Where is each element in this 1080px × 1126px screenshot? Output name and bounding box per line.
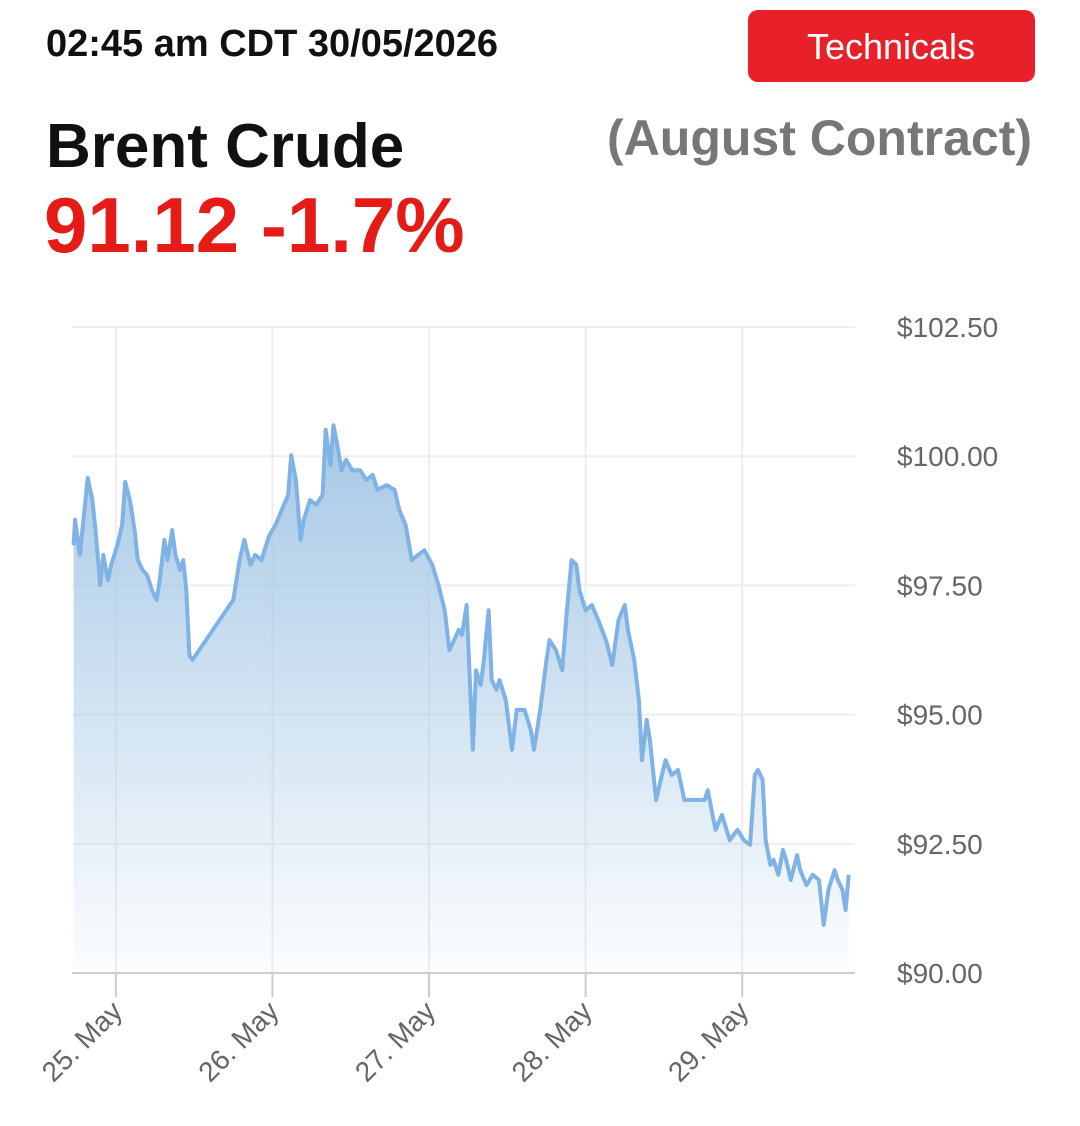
- x-tick-label: 25. May: [36, 995, 128, 1087]
- y-tick-label: $100.00: [897, 441, 998, 472]
- area-fill: [73, 425, 849, 973]
- y-tick-label: $90.00: [897, 958, 983, 989]
- chart-subtitle: (August Contract): [607, 110, 1032, 166]
- technicals-button[interactable]: Technicals: [748, 10, 1035, 82]
- y-tick-label: $97.50: [897, 570, 983, 601]
- button-label[interactable]: Technicals: [807, 26, 975, 67]
- price: 91.12 -1.7%: [44, 181, 465, 269]
- button-background[interactable]: [748, 10, 1035, 82]
- timestamp: 02:45 am CDT 30/05/2026: [46, 23, 498, 65]
- y-tick-label: $95.00: [897, 700, 983, 731]
- x-tick-label: 27. May: [349, 995, 441, 1087]
- x-tick-label: 28. May: [506, 995, 598, 1087]
- y-tick-label: $92.50: [897, 829, 983, 860]
- price-line: [71, 423, 851, 927]
- x-tick-label: 26. May: [192, 995, 284, 1087]
- chart-title: Brent Crude: [46, 112, 404, 181]
- plot: $90.00 $92.50 $95.00 $97.50 $100.00 $102.50 25…: [36, 312, 998, 1088]
- x-tick-label: 29. May: [662, 995, 754, 1087]
- y-tick-label: $102.50: [897, 312, 998, 343]
